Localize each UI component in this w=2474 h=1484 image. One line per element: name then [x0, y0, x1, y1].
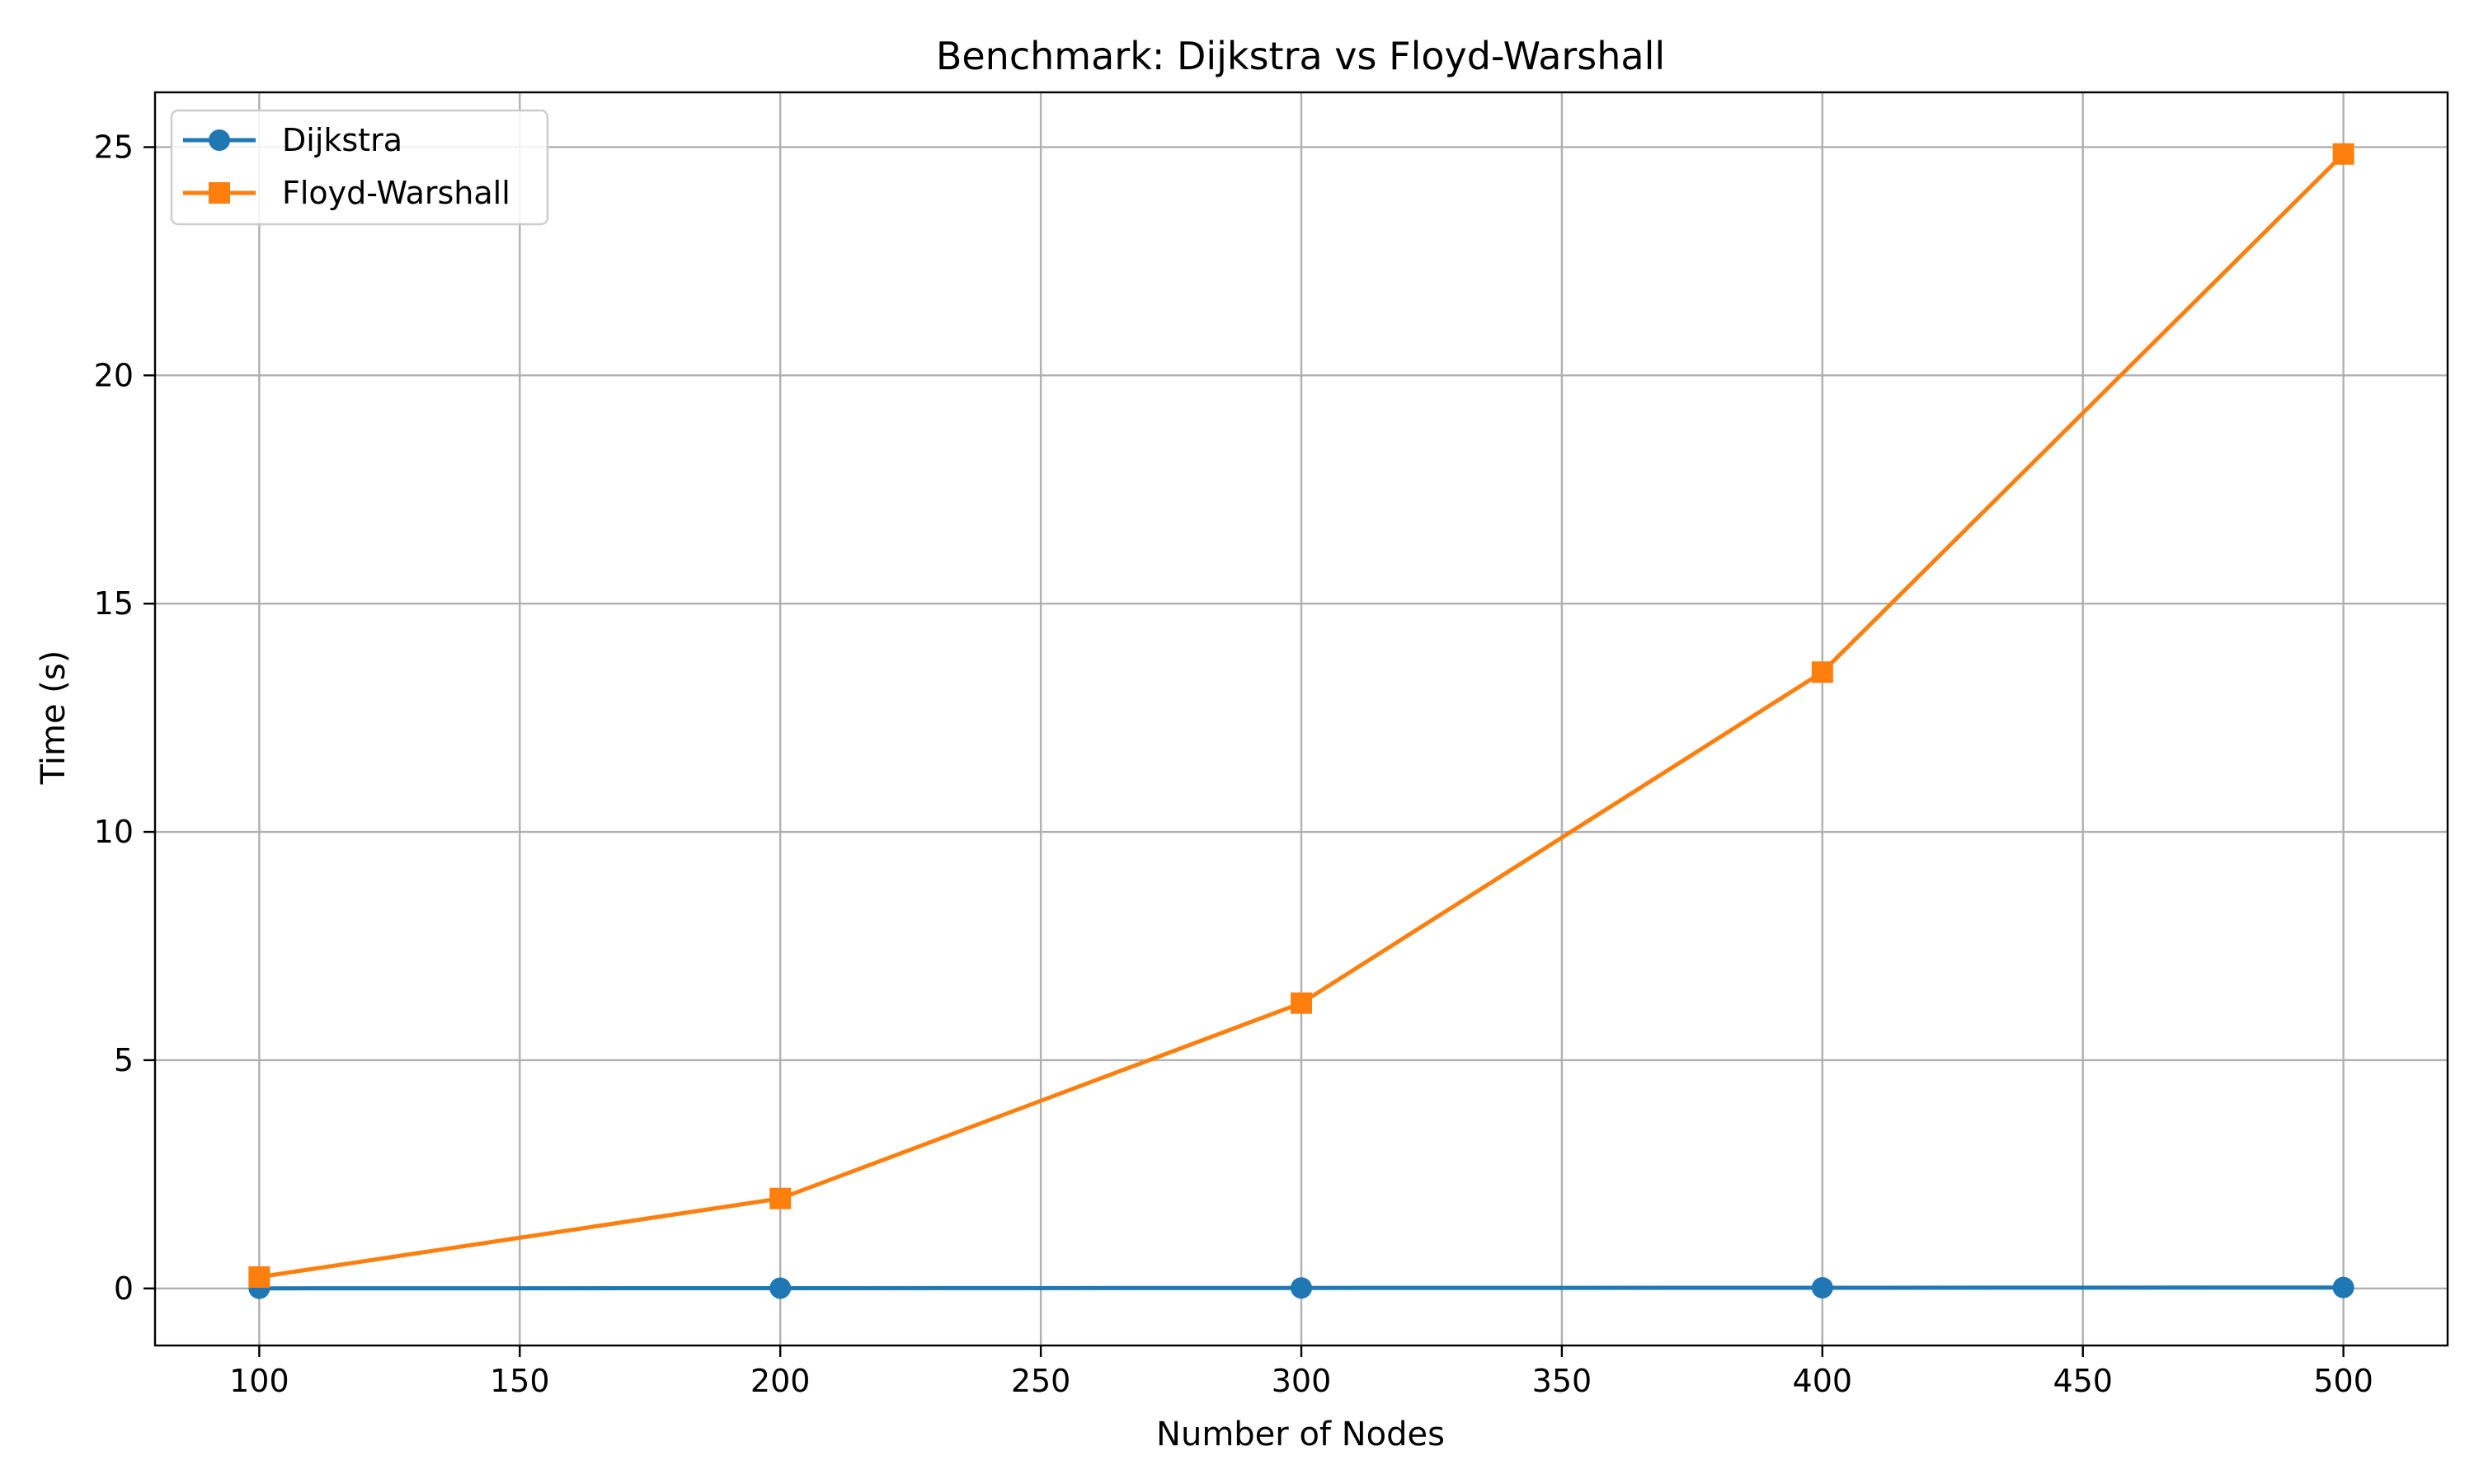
legend-label-1: Floyd-Warshall: [282, 175, 510, 211]
y-tick-label: 0: [114, 1270, 134, 1307]
data-point-circle: [2332, 1276, 2354, 1298]
data-point-circle: [769, 1277, 792, 1299]
data-point-square: [1291, 992, 1312, 1014]
data-point-square: [248, 1266, 270, 1288]
x-tick-label: 200: [750, 1363, 811, 1399]
chart-title: Benchmark: Dijkstra vs Floyd-Warshall: [936, 34, 1665, 78]
legend-label-0: Dijkstra: [282, 122, 402, 158]
y-tick-label: 25: [94, 129, 134, 165]
data-point-square: [2332, 143, 2354, 165]
x-tick-label: 450: [2053, 1363, 2113, 1399]
x-tick-label: 400: [1793, 1363, 1853, 1399]
legend-marker-square: [209, 182, 230, 204]
plot-area: 100 150 200 250 300 350 400 450 500 0 5 10 15 20 25 Dij…: [94, 91, 2449, 1399]
legend: Dijkstra Floyd-Warshall: [170, 109, 549, 226]
data-point-square: [1811, 661, 1833, 683]
legend-box: [170, 109, 549, 226]
x-tick-label: 250: [1011, 1363, 1071, 1399]
y-axis-label: Time (s): [35, 650, 73, 786]
x-tick-label: 500: [2313, 1363, 2373, 1399]
data-point-square: [769, 1187, 792, 1209]
y-tick-label: 10: [94, 814, 134, 850]
x-tick-label: 350: [1532, 1363, 1592, 1399]
y-tick-label: 20: [94, 357, 134, 393]
data-point-circle: [1291, 1277, 1312, 1299]
legend-marker-circle: [209, 129, 230, 151]
data-point-circle: [1811, 1276, 1833, 1298]
x-tick-label: 300: [1272, 1363, 1332, 1399]
x-axis-label: Number of Nodes: [1156, 1416, 1445, 1453]
x-tick-label: 150: [490, 1363, 550, 1399]
x-tick-label: 100: [229, 1363, 289, 1399]
y-tick-label: 15: [94, 585, 134, 622]
y-tick-label: 5: [114, 1042, 134, 1078]
